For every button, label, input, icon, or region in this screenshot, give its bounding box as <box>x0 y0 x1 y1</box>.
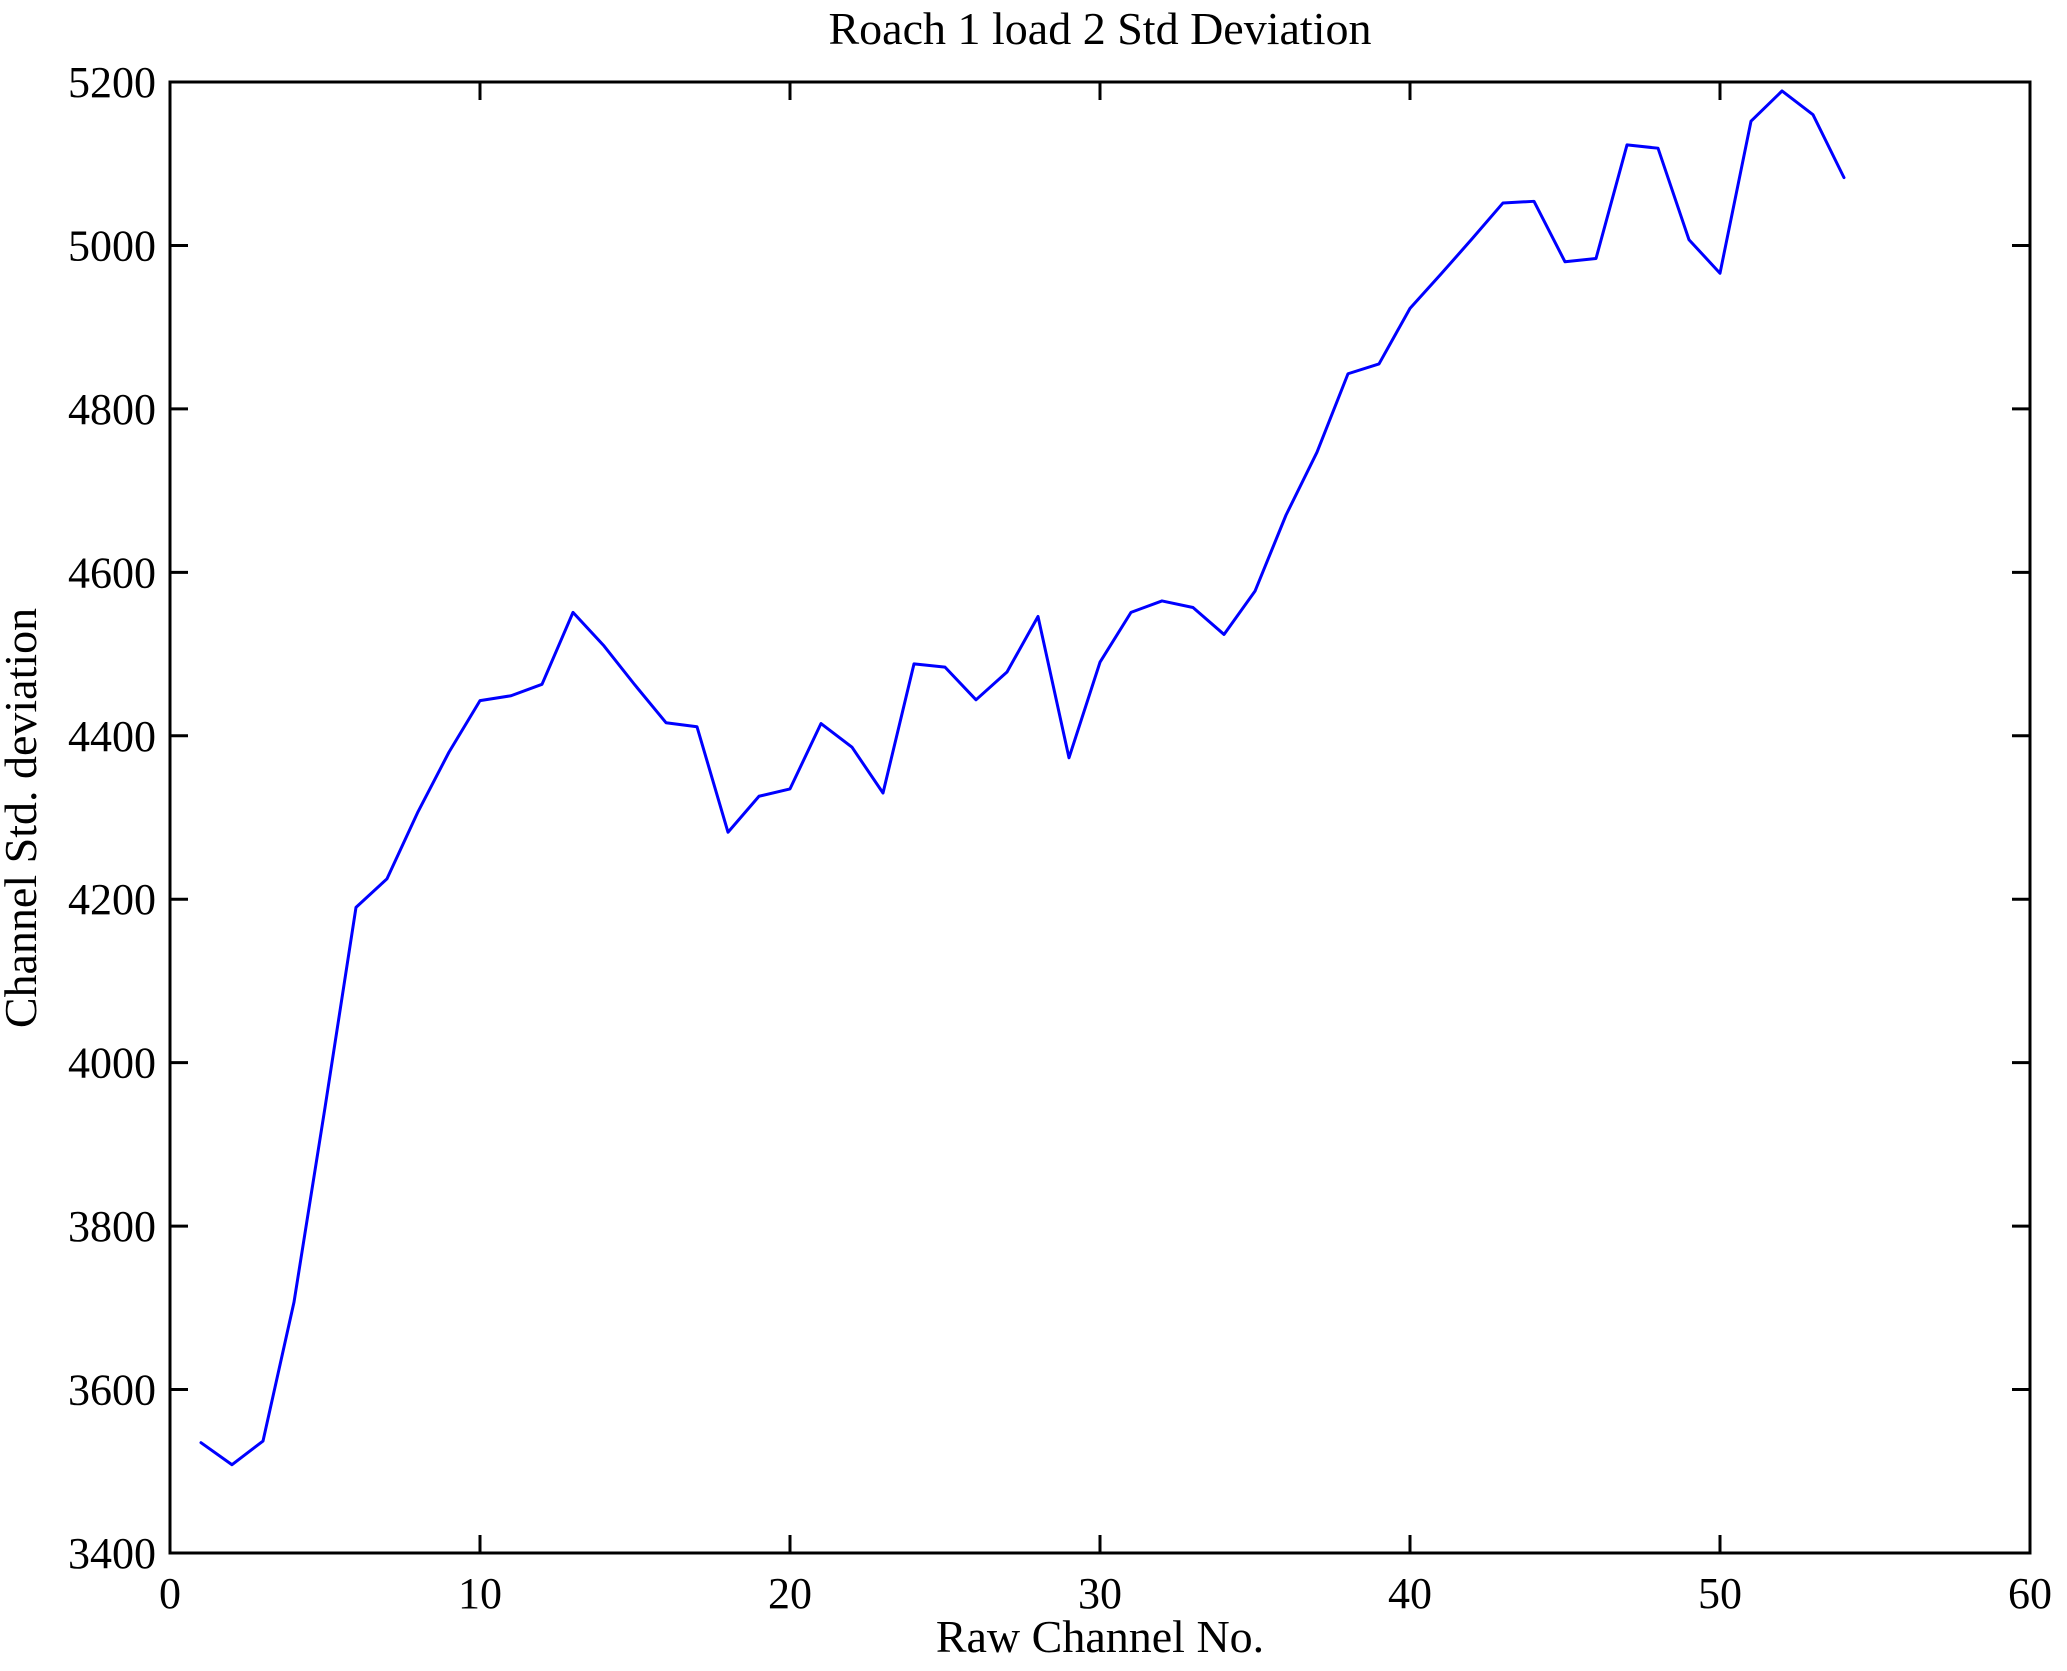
x-tick-label: 0 <box>159 1569 181 1618</box>
x-tick-label: 30 <box>1078 1569 1122 1618</box>
data-series-line <box>199 89 1846 1467</box>
chart-title: Roach 1 load 2 Std Deviation <box>829 3 1372 54</box>
y-tick-label: 4000 <box>68 1039 156 1088</box>
y-tick-label: 3600 <box>68 1366 156 1415</box>
x-tick-label: 50 <box>1698 1569 1742 1618</box>
x-tick-label: 60 <box>2008 1569 2052 1618</box>
y-tick-label: 3400 <box>68 1529 156 1578</box>
y-axis-label: Channel Std. deviation <box>0 608 46 1028</box>
y-tick-label: 4800 <box>68 385 156 434</box>
x-axis-label: Raw Channel No. <box>936 1611 1264 1662</box>
y-tick-label: 5000 <box>68 221 156 270</box>
x-tick-label: 40 <box>1388 1569 1432 1618</box>
tick-labels: 0 10 20 30 40 50 60 3400 3600 3800 4000 4200 4400 460… <box>68 58 2052 1618</box>
y-tick-label: 5200 <box>68 58 156 107</box>
plot-area-box <box>168 80 2032 1555</box>
x-tick-label: 10 <box>458 1569 502 1618</box>
y-tick-label: 4200 <box>68 875 156 924</box>
y-tick-label: 3800 <box>68 1202 156 1251</box>
x-tick-label: 20 <box>768 1569 812 1618</box>
axis-ticks <box>168 80 2032 1555</box>
y-tick-label: 4600 <box>68 548 156 597</box>
y-tick-label: 4400 <box>68 712 156 761</box>
